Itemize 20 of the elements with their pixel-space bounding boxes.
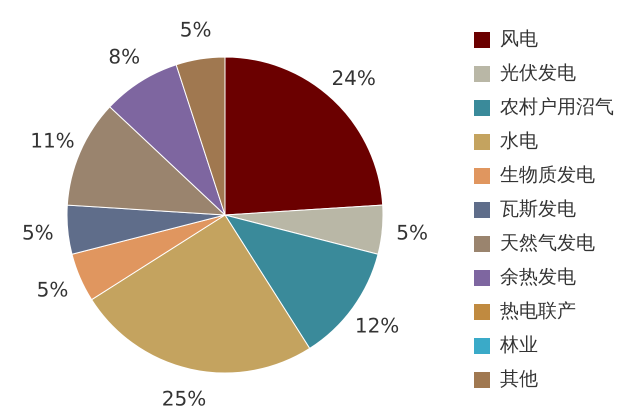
data-label: 5%: [396, 220, 428, 245]
legend-label: 林业: [500, 334, 538, 356]
data-label: 5%: [180, 17, 212, 42]
legend-label: 农村户用沼气: [500, 96, 614, 118]
data-label: 12%: [354, 314, 400, 338]
data-label: 5%: [22, 220, 54, 245]
legend-label: 水电: [500, 130, 538, 152]
data-label: 5%: [36, 278, 68, 302]
legend-label: 风电: [500, 28, 538, 50]
legend-label: 光伏发电: [500, 62, 576, 84]
data-label: 11%: [30, 128, 75, 152]
data-label: 25%: [162, 386, 206, 410]
data-label: 8%: [108, 44, 140, 68]
legend-label: 余热发电: [500, 266, 576, 288]
data-label: 24%: [331, 66, 376, 90]
legend-label: 瓦斯发电: [500, 198, 576, 220]
legend-label: 天然气发电: [500, 232, 595, 254]
legend-label: 生物质发电: [500, 164, 595, 186]
legend-label: 热电联产: [500, 300, 576, 322]
legend-label: 其他: [500, 368, 538, 390]
